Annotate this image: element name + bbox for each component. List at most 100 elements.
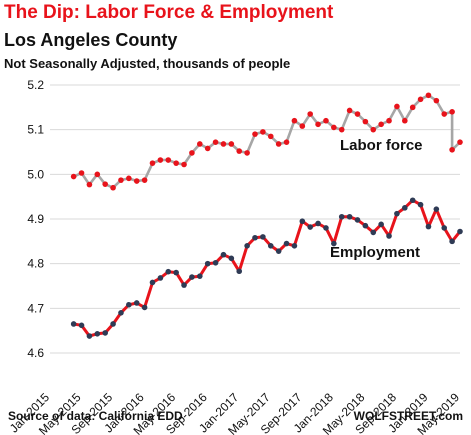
- point-labor-force: [323, 117, 329, 124]
- point-labor-force: [425, 92, 432, 99]
- point-employment: [291, 243, 298, 249]
- point-labor-force: [181, 161, 187, 168]
- point-labor-force: [449, 146, 455, 153]
- point-employment: [260, 234, 266, 240]
- point-labor-force: [252, 131, 258, 137]
- point-employment: [94, 330, 101, 337]
- point-employment: [244, 243, 250, 249]
- point-employment: [173, 269, 179, 276]
- point-labor-force: [386, 117, 392, 124]
- point-labor-force: [315, 121, 321, 128]
- point-labor-force: [338, 126, 345, 133]
- point-employment: [181, 282, 187, 288]
- point-labor-force: [457, 139, 463, 145]
- point-employment: [315, 220, 321, 227]
- point-employment: [126, 301, 132, 308]
- point-labor-force: [173, 160, 179, 166]
- point-labor-force: [433, 97, 440, 104]
- point-employment: [78, 322, 85, 329]
- point-labor-force: [275, 141, 282, 147]
- point-employment: [252, 234, 258, 241]
- point-labor-force: [299, 123, 306, 129]
- y-tick-label: 4.9: [27, 212, 44, 226]
- point-employment: [394, 210, 400, 217]
- point-employment: [449, 238, 455, 245]
- point-labor-force: [110, 184, 116, 191]
- point-labor-force: [228, 141, 235, 147]
- source-note: Source of data: California EDD: [8, 409, 183, 423]
- point-employment: [346, 213, 353, 220]
- point-employment: [425, 223, 432, 230]
- point-employment: [212, 259, 219, 266]
- point-employment: [141, 304, 148, 311]
- point-employment: [165, 268, 172, 275]
- point-labor-force: [267, 133, 274, 140]
- y-tick-label: 5.0: [27, 167, 44, 181]
- point-employment: [386, 233, 392, 239]
- series-label-labor-force: Labor force: [340, 137, 423, 154]
- point-employment: [110, 321, 116, 327]
- grid-lines: [50, 84, 460, 354]
- point-labor-force: [220, 141, 227, 147]
- chart-subtitle: Los Angeles County: [4, 30, 178, 50]
- point-labor-force: [394, 103, 400, 110]
- point-employment: [157, 275, 164, 281]
- point-employment: [275, 248, 282, 254]
- point-labor-force: [86, 181, 93, 188]
- point-labor-force: [141, 177, 148, 183]
- point-labor-force: [189, 150, 195, 156]
- point-employment: [299, 218, 306, 225]
- point-employment: [441, 225, 448, 231]
- y-tick-label: 4.7: [27, 301, 44, 315]
- y-axis-ticks: 4.6 4.7 4.8 4.9 5.0 5.1 5.2: [27, 78, 44, 360]
- y-tick-label: 5.2: [27, 78, 44, 92]
- point-employment: [70, 321, 77, 327]
- point-employment: [331, 240, 337, 247]
- point-employment: [267, 243, 274, 249]
- point-labor-force: [78, 170, 85, 176]
- series-lines: [73, 94, 462, 338]
- series-line-employment: [73, 198, 462, 338]
- point-labor-force: [149, 160, 156, 166]
- point-labor-force: [212, 139, 219, 145]
- point-employment: [457, 228, 463, 235]
- point-employment: [409, 197, 416, 204]
- point-labor-force: [362, 118, 369, 125]
- point-labor-force: [307, 111, 313, 117]
- point-labor-force: [354, 111, 361, 117]
- point-labor-force: [449, 109, 455, 115]
- point-labor-force: [291, 117, 298, 124]
- point-labor-force: [197, 141, 203, 147]
- brand-watermark: WOLFSTREET.com: [353, 409, 463, 423]
- chart-note: Not Seasonally Adjusted, thousands of pe…: [4, 56, 291, 71]
- point-labor-force: [417, 96, 424, 103]
- point-employment: [323, 225, 329, 231]
- point-labor-force: [70, 173, 77, 180]
- point-employment: [118, 310, 124, 316]
- series-markers: [70, 92, 463, 339]
- point-labor-force: [260, 129, 266, 135]
- point-employment: [283, 240, 290, 247]
- point-employment: [86, 333, 93, 339]
- point-labor-force: [331, 124, 337, 131]
- point-labor-force: [157, 157, 164, 163]
- point-employment: [338, 213, 345, 220]
- series-label-employment: Employment: [330, 244, 420, 261]
- point-labor-force: [126, 175, 132, 182]
- point-labor-force: [102, 181, 108, 187]
- point-employment: [362, 222, 369, 229]
- point-employment: [197, 273, 203, 279]
- point-labor-force: [204, 145, 211, 152]
- point-employment: [189, 274, 195, 280]
- point-employment: [228, 255, 235, 262]
- point-employment: [133, 300, 140, 306]
- point-labor-force: [133, 178, 140, 184]
- point-employment: [354, 217, 361, 223]
- point-labor-force: [346, 107, 353, 114]
- point-employment: [307, 224, 313, 230]
- point-labor-force: [165, 157, 172, 163]
- point-labor-force: [94, 171, 101, 178]
- point-employment: [402, 205, 408, 211]
- point-labor-force: [236, 148, 243, 154]
- point-labor-force: [402, 117, 408, 124]
